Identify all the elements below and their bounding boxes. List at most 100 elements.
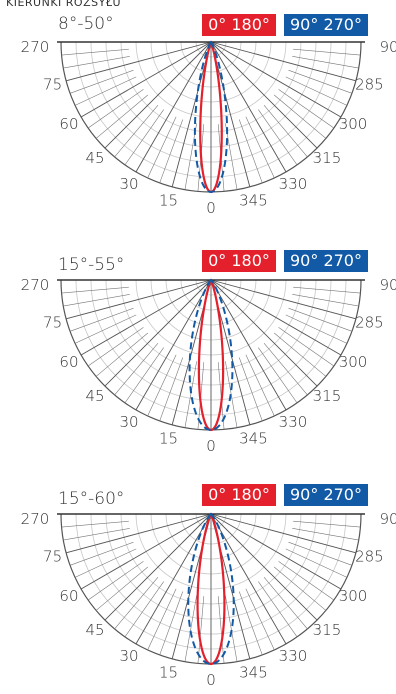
polar-chart-panel-2: 15°-55° 0° 180° 90° 270° 270 285 300 315 330… [0,240,396,460]
minor-spoke [245,588,275,651]
major-spoke [210,513,318,621]
minor-spoke [61,520,129,528]
minor-spoke [238,119,263,184]
minor-spoke [159,357,184,422]
angle-label: 75 [43,547,62,565]
angle-label: 270 [21,276,50,294]
angle-label: 15 [159,429,178,447]
minor-spoke [292,528,359,541]
angle-label: 15 [159,663,178,681]
polar-plot: 270 285 300 315 330 345 0 15 30 45 60 75 90 [21,276,396,455]
polar-grid [57,41,365,193]
minor-spoke [159,119,184,184]
series-blue [187,513,235,666]
minor-spoke [278,561,335,601]
polar-chart-panel-3: 15°-60° 0° 180° 90° 270° 270 285 300 315 330… [0,474,396,694]
minor-spoke [124,109,164,166]
range-label: 8°-50° [58,14,114,34]
angle-label: 270 [21,38,50,56]
angle-label: 285 [355,313,384,331]
minor-spoke [285,314,348,344]
angle-label: 270 [21,510,50,528]
angle-label: 345 [239,191,268,209]
major-spoke [80,513,212,590]
angle-label: 315 [313,149,342,167]
minor-spoke [124,347,164,404]
angle-label: 345 [239,663,268,681]
minor-spoke [278,327,335,367]
major-spoke [80,279,212,356]
major-spoke [210,279,342,356]
major-spoke [210,279,287,411]
major-spoke [210,513,342,590]
minor-spoke [184,361,197,428]
minor-spoke [63,294,130,307]
minor-spoke [263,577,308,630]
minor-spoke [114,577,159,630]
minor-spoke [225,123,238,190]
minor-spoke [245,354,275,417]
minor-spoke [263,105,308,158]
minor-spoke [61,286,129,294]
minor-spoke [293,48,361,56]
angle-label: 330 [279,175,308,193]
minor-spoke [61,48,129,56]
major-spoke [80,41,212,118]
angle-label: 285 [355,75,384,93]
major-spoke [104,279,212,387]
major-spoke [210,41,318,149]
polar-grid [57,513,365,665]
minor-spoke [147,116,177,179]
minor-spoke [147,588,177,651]
series-blue [188,279,234,432]
angle-label: 75 [43,75,62,93]
minor-spoke [217,596,225,664]
angle-label: 60 [59,353,78,371]
minor-spoke [238,591,263,656]
legend-blue: 90° 270° [284,14,368,36]
angle-label: 315 [313,621,342,639]
minor-spoke [197,596,205,664]
angle-label: 315 [313,387,342,405]
minor-spoke [225,595,238,662]
major-spoke [210,41,357,82]
minor-spoke [292,294,359,307]
angle-label: 30 [119,647,138,665]
minor-spoke [63,528,130,541]
angle-label: 0 [206,671,216,689]
polar-plot: 270 285 300 315 330 345 0 15 30 45 60 75 90 [21,38,396,217]
minor-spoke [74,314,137,344]
polar-chart-panel-1: 8°-50° 0° 180° 90° 270° 270 285 300 315 330 3… [0,2,396,222]
legend-red: 0° 180° [202,250,276,272]
angle-label: 75 [43,313,62,331]
angle-label: 330 [279,647,308,665]
minor-spoke [274,332,327,377]
minor-spoke [238,357,263,422]
minor-spoke [258,581,298,638]
angle-label: 300 [339,353,368,371]
minor-spoke [263,343,308,396]
major-spoke [65,41,212,82]
polar-grid [57,279,365,431]
minor-spoke [258,109,298,166]
minor-spoke [245,116,275,179]
major-spoke [65,279,212,320]
minor-spoke [288,69,353,94]
minor-spoke [184,595,197,662]
major-spoke [210,41,287,173]
minor-spoke [124,581,164,638]
minor-spoke [69,541,134,566]
major-spoke [210,513,357,554]
major-spoke [210,41,342,118]
major-spoke [210,513,287,645]
minor-spoke [293,520,361,528]
angle-label: 30 [119,175,138,193]
header-title: KIERUNKI ROZSYŁU [6,0,122,9]
minor-spoke [87,327,144,367]
angle-label: 300 [339,115,368,133]
minor-spoke [293,286,361,294]
angle-label: 90 [379,38,396,56]
minor-spoke [258,347,298,404]
angle-label: 300 [339,587,368,605]
major-spoke [135,513,212,645]
